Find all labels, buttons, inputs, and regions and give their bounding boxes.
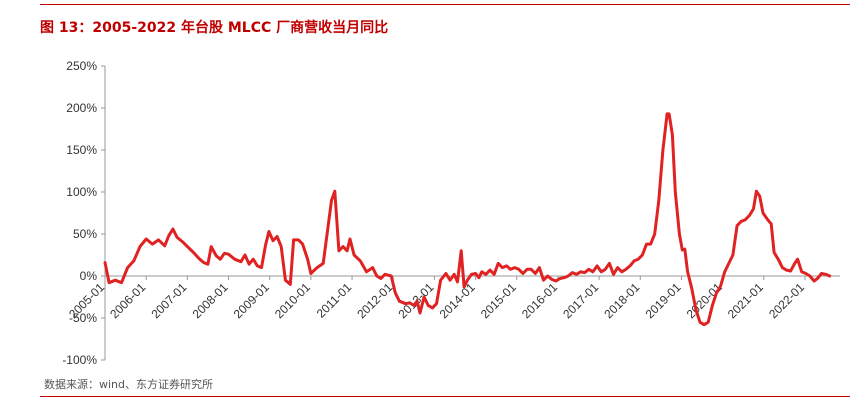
- title-rule: [40, 4, 850, 5]
- x-tick-label: 2010-01: [272, 280, 313, 321]
- figure-title: 图 13：2005-2022 年台股 MLCC 厂商营收当月同比: [40, 20, 389, 36]
- x-tick-label: 2012-01: [354, 280, 395, 321]
- series-line: [103, 112, 832, 327]
- footer-rule: [40, 396, 850, 397]
- x-tick-label: 2017-01: [560, 280, 601, 321]
- x-tick-label: 2006-01: [107, 280, 148, 321]
- x-tick-label: 2015-01: [478, 280, 519, 321]
- x-tick-label: 2009-01: [231, 280, 272, 321]
- y-tick-label: 100%: [66, 185, 97, 199]
- y-tick-label: -50%: [69, 311, 97, 325]
- x-tick-label: 2008-01: [190, 280, 231, 321]
- x-tick-label: 2022-01: [766, 280, 807, 321]
- x-tick-label: 2007-01: [148, 280, 189, 321]
- y-tick-label: -100%: [62, 353, 97, 367]
- y-tick-label: 0%: [80, 269, 98, 283]
- x-tick-label: 2014-01: [437, 280, 478, 321]
- y-tick-label: 150%: [66, 143, 97, 157]
- y-tick-label: 200%: [66, 101, 97, 115]
- x-tick-label: 2016-01: [519, 280, 560, 321]
- x-tick-label: 2011-01: [314, 280, 355, 321]
- y-tick-label: 250%: [66, 59, 97, 73]
- x-tick-label: 2018-01: [601, 280, 642, 321]
- x-tick-label: 2019-01: [643, 280, 684, 321]
- source-note: 数据来源：wind、东方证券研究所: [44, 378, 214, 391]
- y-tick-label: 50%: [73, 227, 97, 241]
- x-tick-label: 2021-01: [725, 280, 766, 321]
